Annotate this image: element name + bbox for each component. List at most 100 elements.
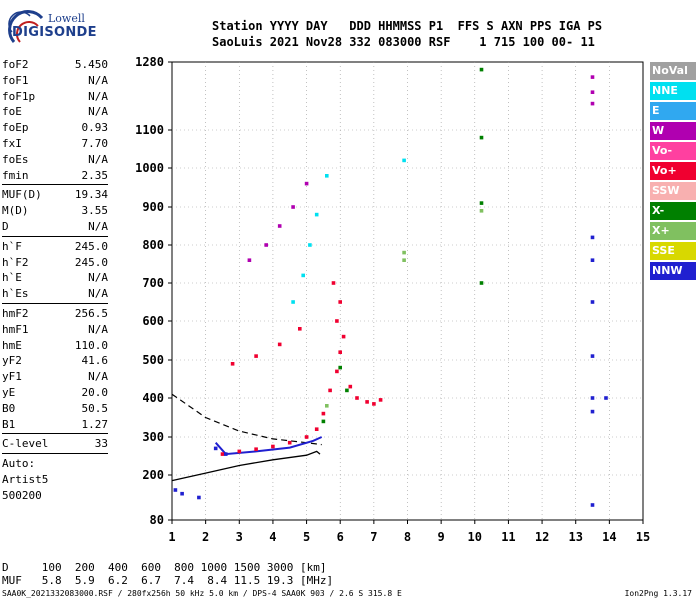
echo-point-nnw (213, 446, 218, 451)
echo-point-x (325, 404, 329, 408)
param-key: hmF1 (2, 322, 29, 336)
echo-point-nnw (590, 354, 595, 358)
param-value: 19.34 (74, 188, 108, 202)
param-row: hmE 110.0 (2, 338, 108, 354)
param-value: N/A (88, 219, 108, 233)
x-tick-label: 4 (269, 530, 276, 544)
echo-point-w (291, 205, 295, 209)
x-tick-label: 15 (636, 530, 650, 544)
echo-point-w (590, 90, 595, 94)
param-value: 7.70 (81, 136, 109, 150)
echo-point-x (479, 67, 484, 72)
param-value: 50.5 (81, 401, 109, 415)
param-row: h`E N/A (2, 270, 108, 286)
y-tick-label: 200 (142, 468, 164, 482)
param-key: C-level (2, 437, 49, 451)
echo-point-x (479, 209, 484, 213)
y-tick-label: 600 (142, 314, 164, 328)
echo-point-w (304, 181, 309, 186)
param-key: D (2, 219, 9, 233)
param-value: 20.0 (81, 385, 109, 399)
param-divider (2, 433, 108, 435)
param-key: hmF2 (2, 306, 29, 320)
param-value: 0.93 (81, 121, 109, 135)
y-tick-label: 300 (142, 430, 164, 444)
param-row: yF2 41.6 (2, 353, 108, 369)
echo-point-nnw (197, 495, 201, 500)
param-key: foF1 (2, 73, 29, 87)
param-key: foF1p (2, 89, 36, 103)
footer-version: Ion2Png 1.3.17 (624, 589, 692, 598)
param-key: h`E (2, 271, 22, 285)
param-row: D N/A (2, 219, 108, 235)
param-key: foE (2, 105, 22, 119)
auto-scaling-line: 500200 (2, 489, 42, 503)
param-key: fmin (2, 168, 29, 182)
echo-point-x (479, 281, 484, 285)
x-tick-label: 5 (303, 530, 310, 544)
echo-point-vo (335, 369, 339, 374)
echo-point-x (321, 419, 326, 424)
y-tick-label: 400 (142, 391, 164, 405)
param-row: MUF(D) 19.34 (2, 187, 108, 203)
param-key: M(D) (2, 204, 29, 218)
param-row: foF1p N/A (2, 89, 108, 105)
x-tick-label: 1 (168, 530, 175, 544)
echo-point-vo (372, 402, 376, 406)
logo-emblem-icon (8, 10, 44, 43)
param-value: N/A (88, 105, 108, 119)
echo-point-x (345, 388, 349, 393)
param-value: 5.450 (74, 58, 108, 71)
echo-point-vo (277, 342, 282, 347)
echo-point-w (247, 258, 252, 262)
echo-point-x (479, 135, 484, 140)
param-key: h`F2 (2, 255, 29, 269)
param-divider (2, 302, 108, 304)
param-key: B1 (2, 417, 16, 431)
legend-item-w: W (650, 122, 696, 140)
echo-point-vo (331, 281, 336, 285)
echo-point-nnw (590, 235, 595, 240)
muf-table: D 100 200 400 600 800 1000 1500 3000 [km… (2, 561, 333, 587)
echo-point-vo (365, 400, 369, 404)
electron-density-profile-line (171, 450, 321, 482)
param-row: foF1 N/A (2, 73, 108, 89)
profile-dashed-line (171, 393, 322, 446)
echo-point-nnw (590, 409, 595, 414)
x-tick-label: 3 (236, 530, 243, 544)
x-tick-label: 12 (535, 530, 549, 544)
muf-distance-row: D 100 200 400 600 800 1000 1500 3000 [km… (2, 561, 327, 574)
footer-file-info: SAA0K_2021332083000.RSF / 280fx256h 50 k… (2, 589, 402, 598)
param-row: yE 20.0 (2, 385, 108, 401)
echo-point-vo (254, 447, 258, 451)
echo-point-vo (348, 384, 353, 389)
legend-item-noval: NoVal (650, 62, 696, 80)
param-key: B0 (2, 401, 16, 415)
x-tick-label: 2 (202, 530, 209, 544)
muf-value-row: MUF 5.8 5.9 6.2 6.7 7.4 8.4 11.5 19.3 [M… (2, 574, 334, 587)
logo-digisonde: DIGISONDE (12, 25, 97, 40)
echo-point-vo (355, 396, 359, 400)
x-tick-label: 6 (337, 530, 344, 544)
x-tick-label: 13 (568, 530, 582, 544)
echo-point-nnw (590, 300, 595, 304)
x-tick-label: 11 (501, 530, 515, 544)
param-key: foF2 (2, 58, 29, 71)
param-key: foEp (2, 121, 29, 135)
echo-point-nne (291, 300, 295, 304)
echo-point-vo (287, 440, 292, 445)
param-divider (2, 235, 108, 237)
param-value: N/A (88, 287, 108, 301)
y-tick-label: 700 (142, 276, 164, 290)
param-value: N/A (88, 89, 108, 103)
echo-point-vo (271, 444, 275, 449)
echo-point-nne (325, 174, 329, 178)
param-row: yF1 N/A (2, 369, 108, 385)
param-key: foEs (2, 152, 29, 166)
echo-point-vo (220, 452, 225, 456)
legend-item-x: X+ (650, 222, 696, 240)
legend-item-ssw: SSW (650, 182, 696, 200)
header-line-1: Station YYYY DAY DDD HHMMSS P1 FFS S AXN… (212, 19, 603, 33)
echo-point-vo (328, 388, 332, 393)
param-row: foE N/A (2, 104, 108, 120)
